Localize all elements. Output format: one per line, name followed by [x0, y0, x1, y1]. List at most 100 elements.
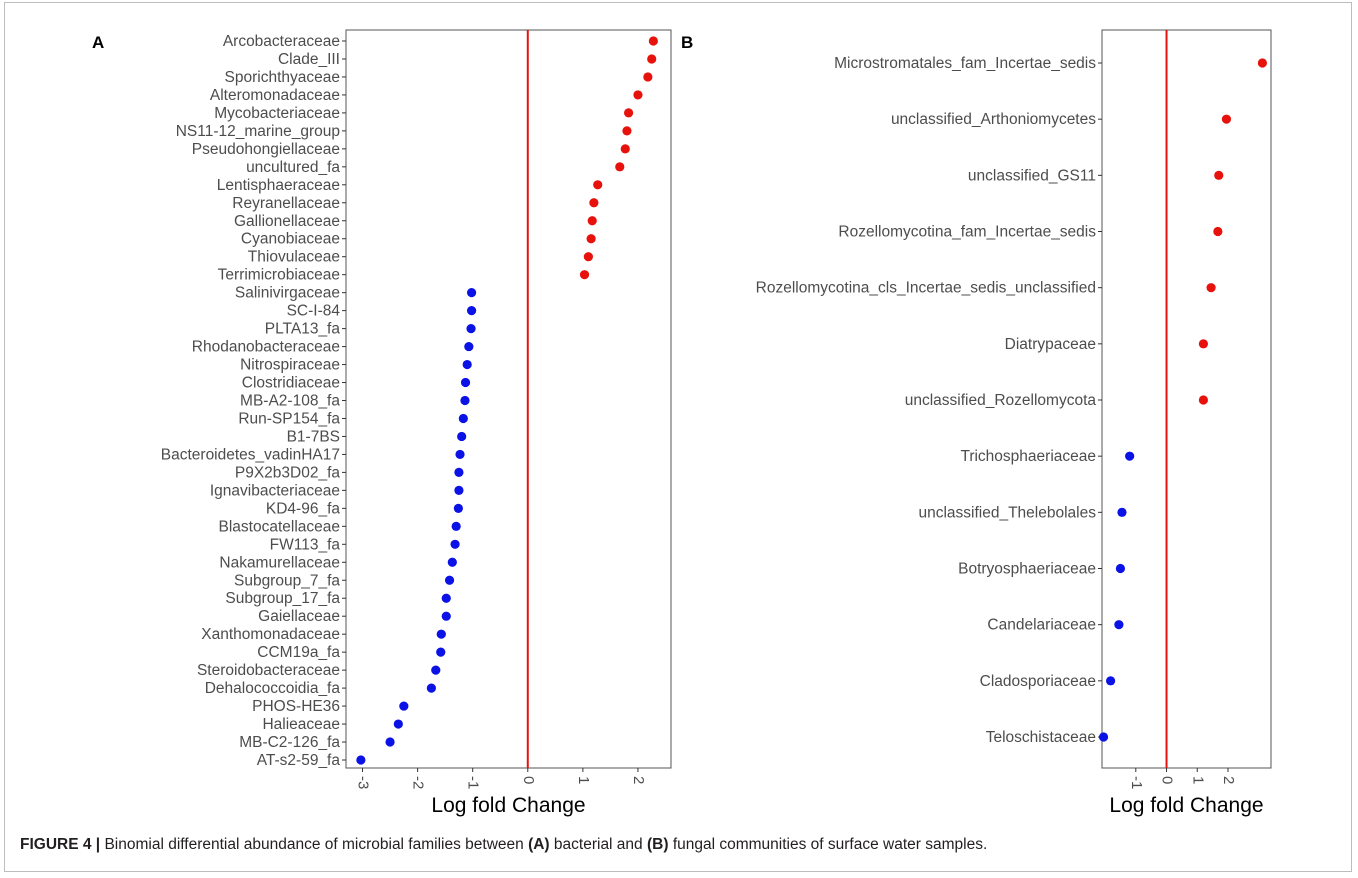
- y-tick-label: PLTA13_fa: [265, 321, 341, 338]
- y-tick-label: Gallionellaceae: [234, 213, 340, 230]
- y-tick-label: Trichosphaeriaceae: [960, 448, 1096, 465]
- data-point: [579, 270, 590, 280]
- panel-a-chart: A ArcobacteraceaeClade_IIISporichthyaceae…: [92, 29, 672, 817]
- x-tick-label: 0: [520, 776, 537, 784]
- y-tick-label: Cyanobiaceae: [241, 231, 340, 248]
- y-tick-label: Halieaceae: [262, 716, 340, 733]
- y-tick-label: Alteromonadaceae: [210, 87, 340, 104]
- figure-chart: A ArcobacteraceaeClade_IIISporichthyaceae…: [92, 29, 1272, 817]
- data-point: [462, 359, 472, 370]
- y-tick-label: KD4-96_fa: [266, 500, 340, 517]
- data-point: [454, 467, 464, 477]
- data-point: [643, 72, 653, 82]
- y-tick-label: Botryosphaeriaceae: [958, 561, 1096, 578]
- data-point: [1214, 170, 1224, 180]
- y-tick-label: FW113_fa: [270, 536, 341, 553]
- x-tick-label: -3: [355, 776, 372, 789]
- caption-figure-label: FIGURE 4 |: [20, 836, 101, 853]
- data-point: [1125, 451, 1135, 461]
- y-tick-label: B1-7BS: [287, 428, 340, 445]
- data-point: [633, 90, 643, 100]
- data-point: [436, 647, 446, 657]
- x-tick-label: -1: [465, 776, 482, 789]
- y-tick-label: uncultured_fa: [246, 159, 340, 176]
- x-tick-label: -2: [410, 776, 427, 789]
- data-point: [1206, 283, 1216, 293]
- data-point: [447, 557, 457, 567]
- figure-caption: FIGURE 4 | Binomial differential abundan…: [20, 836, 1340, 854]
- data-point: [1114, 620, 1124, 630]
- data-point: [620, 144, 630, 154]
- panel-b-chart: B Microstromatales_fam_Incertae_sedisuncl…: [681, 29, 1272, 817]
- data-point: [647, 54, 657, 64]
- panel-label: B: [681, 33, 693, 52]
- data-point: [444, 575, 455, 585]
- x-tick-label: 1: [575, 776, 592, 784]
- data-point: [356, 755, 366, 765]
- y-tick-label: MB-C2-126_fa: [239, 734, 340, 751]
- data-point: [460, 395, 470, 406]
- y-tick-label: CCM19a_fa: [257, 644, 340, 661]
- y-tick-label: Blastocatellaceae: [219, 518, 341, 535]
- data-point: [464, 341, 474, 352]
- plot-border: [345, 29, 672, 769]
- y-tick-label: Gaiellaceae: [258, 608, 340, 625]
- data-point: [393, 719, 403, 729]
- y-tick-label: Steroidobacteraceae: [197, 662, 340, 679]
- caption-text-3: fungal communities of surface water samp…: [668, 836, 988, 853]
- data-point: [1213, 226, 1223, 237]
- data-point: [623, 108, 634, 118]
- y-tick-label: Rozellomycotina_cls_Incertae_sedis_uncla…: [756, 280, 1096, 297]
- data-point: [1115, 563, 1126, 574]
- figure-frame: [4, 2, 1352, 872]
- data-point: [466, 288, 477, 298]
- y-tick-label: Thiovulaceae: [248, 249, 340, 266]
- caption-text-1: Binomial differential abundance of micro…: [100, 836, 529, 853]
- data-point: [1198, 339, 1208, 349]
- data-point: [1221, 114, 1232, 124]
- data-point: [583, 252, 593, 262]
- data-point: [436, 629, 446, 639]
- y-tick-label: Bacteroidetes_vadinHA17: [161, 446, 340, 463]
- plot-border: [1101, 29, 1272, 769]
- data-point: [615, 162, 625, 172]
- data-point: [466, 306, 477, 316]
- data-point: [1106, 676, 1116, 686]
- y-tick-label: SC-I-84: [287, 303, 341, 320]
- data-point: [426, 683, 436, 693]
- data-point: [593, 180, 603, 190]
- data-point: [453, 503, 463, 513]
- y-tick-label: Cladosporiaceae: [980, 673, 1096, 690]
- y-tick-label: Mycobacteriaceae: [214, 105, 340, 122]
- data-point: [441, 593, 451, 603]
- data-point: [399, 701, 409, 711]
- y-tick-label: Arcobacteraceae: [223, 33, 340, 50]
- panel-label: A: [92, 33, 104, 52]
- x-tick-label: 0: [1159, 776, 1176, 784]
- data-point: [455, 449, 465, 460]
- y-tick-label: Diatrypaceae: [1005, 336, 1096, 353]
- y-tick-label: Reyranellaceae: [232, 195, 340, 212]
- data-point: [1098, 732, 1109, 742]
- x-axis-title: Log fold Change: [1109, 794, 1263, 817]
- data-point: [460, 377, 471, 388]
- y-tick-label: Lentisphaeraceae: [217, 177, 340, 194]
- y-tick-label: unclassified_GS11: [968, 167, 1096, 184]
- y-tick-label: Rozellomycotina_fam_Incertae_sedis: [838, 224, 1096, 241]
- y-tick-label: Clade_III: [278, 51, 340, 68]
- y-tick-label: Run-SP154_fa: [238, 410, 340, 427]
- y-tick-label: unclassified_Thelebolales: [918, 504, 1096, 521]
- x-tick-label: 2: [1220, 776, 1237, 784]
- y-tick-label: AT-s2-59_fa: [257, 752, 341, 769]
- y-tick-label: unclassified_Rozellomycota: [905, 392, 1097, 409]
- data-point: [441, 611, 451, 621]
- x-axis-title: Log fold Change: [431, 794, 585, 817]
- y-tick-label: Salinivirgaceae: [235, 285, 340, 302]
- data-point: [431, 665, 441, 675]
- data-point: [451, 521, 461, 531]
- data-point: [1198, 395, 1208, 405]
- y-tick-label: MB-A2-108_fa: [240, 393, 340, 410]
- y-tick-label: unclassified_Arthoniomycetes: [891, 111, 1096, 128]
- y-tick-label: Ignavibacteriaceae: [210, 482, 340, 499]
- y-tick-label: Clostridiaceae: [242, 375, 340, 392]
